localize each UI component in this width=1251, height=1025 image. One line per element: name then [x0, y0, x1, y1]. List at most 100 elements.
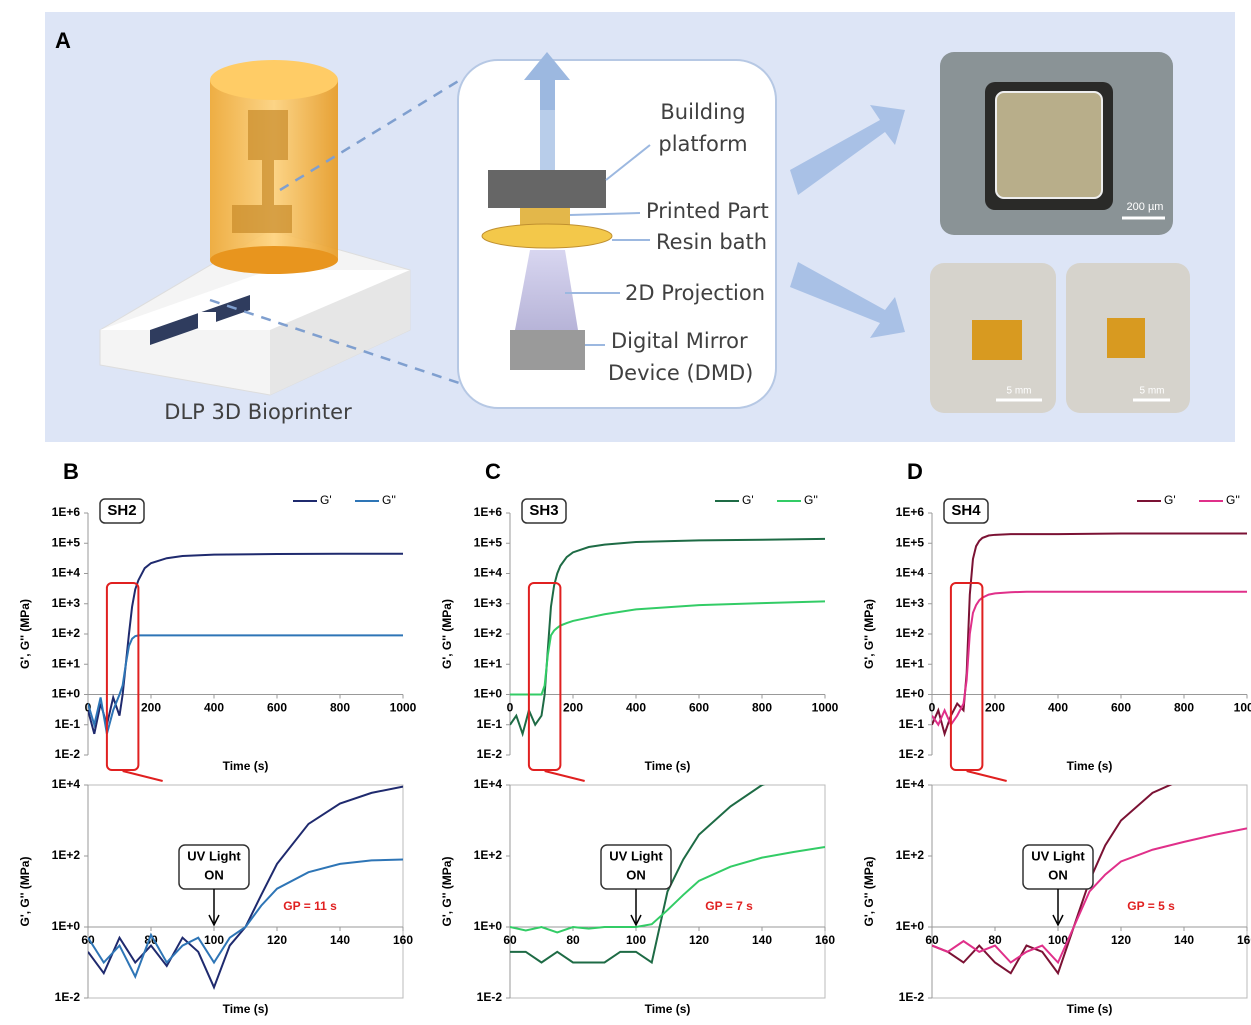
x-tick-label: 800: [752, 701, 772, 715]
scale-bar-label: 5 mm: [1140, 386, 1165, 397]
y-tick-label: 1E+3: [896, 596, 925, 610]
annotation-text: ON: [204, 867, 224, 882]
callout-part: Printed Part: [646, 199, 769, 223]
y-tick-label: 1E+2: [474, 848, 503, 862]
callout-platform: platform: [658, 132, 747, 156]
y-tick-label: 1E+1: [474, 656, 503, 670]
x-tick-label: 0: [929, 701, 936, 715]
y-tick-label: 1E-2: [55, 990, 81, 1004]
y-tick-label: 1E-1: [899, 717, 925, 731]
y-tick-label: 1E+0: [896, 687, 925, 701]
annotation-text: ON: [1048, 867, 1068, 882]
y-axis-title: G', G'' (MPa): [440, 599, 454, 669]
y-tick-label: 1E-2: [477, 747, 503, 761]
printer-label: DLP 3D Bioprinter: [164, 400, 352, 424]
y-tick-label: 1E+0: [474, 687, 503, 701]
y-tick-label: 1E+3: [52, 596, 81, 610]
x-axis-title: Time (s): [1067, 759, 1113, 773]
x-tick-label: 60: [503, 933, 517, 947]
y-tick-label: 1E+4: [896, 777, 925, 791]
y-tick-label: 1E-2: [899, 747, 925, 761]
y-tick-label: 1E+2: [52, 848, 81, 862]
y-tick-label: 1E+0: [52, 919, 81, 933]
y-axis-title: G', G'' (MPa): [18, 857, 32, 927]
y-tick-label: 1E-1: [55, 717, 81, 731]
x-tick-label: 1000: [812, 701, 839, 715]
y-tick-label: 1E+5: [896, 535, 925, 549]
y-tick-label: 1E+2: [896, 626, 925, 640]
x-tick-label: 160: [1237, 933, 1251, 947]
x-tick-label: 0: [507, 701, 514, 715]
y-tick-label: 1E+0: [52, 687, 81, 701]
panel-label: A: [55, 28, 71, 53]
x-tick-label: 160: [393, 933, 413, 947]
chart-title: SH4: [951, 502, 981, 519]
y-tick-label: 1E+5: [474, 535, 503, 549]
annotation-text: UV Light: [609, 848, 663, 863]
gp-label: GP = 11 s: [283, 899, 337, 913]
x-axis-title: Time (s): [645, 759, 691, 773]
chart-title: SH2: [107, 502, 136, 519]
series-line: [932, 534, 1247, 734]
legend-label: G'': [382, 493, 396, 507]
x-tick-label: 400: [1048, 701, 1068, 715]
x-axis-title: Time (s): [223, 759, 269, 773]
x-tick-label: 600: [689, 701, 709, 715]
x-tick-label: 200: [563, 701, 583, 715]
y-tick-label: 1E+5: [52, 535, 81, 549]
y-tick-label: 1E+1: [52, 656, 81, 670]
x-tick-label: 200: [985, 701, 1005, 715]
x-tick-label: 140: [1174, 933, 1194, 947]
callout-resin: Resin bath: [656, 230, 767, 254]
series-line: [510, 601, 825, 694]
gp-label: GP = 5 s: [1127, 899, 1175, 913]
legend-label: G': [320, 493, 332, 507]
page: {"panel_a": {"label": "A", "printer_labe…: [0, 0, 1251, 1020]
y-tick-label: 1E+6: [52, 505, 81, 519]
zoom-arrow: [545, 771, 585, 781]
y-tick-label: 1E+2: [474, 626, 503, 640]
y-tick-label: 1E-2: [477, 990, 503, 1004]
callout-dmd: Device (DMD): [608, 361, 753, 385]
x-axis-title: Time (s): [1067, 1002, 1113, 1016]
y-tick-label: 1E-2: [899, 990, 925, 1004]
x-tick-label: 60: [925, 933, 939, 947]
zoom-arrow: [967, 771, 1007, 781]
x-tick-label: 120: [267, 933, 287, 947]
y-tick-label: 1E+0: [474, 919, 503, 933]
x-tick-label: 200: [141, 701, 161, 715]
legend-label: G'': [804, 493, 818, 507]
x-tick-label: 600: [1111, 701, 1131, 715]
y-tick-label: 1E+0: [896, 919, 925, 933]
y-tick-label: 1E+4: [474, 566, 503, 580]
legend-label: G'': [1226, 493, 1240, 507]
y-tick-label: 1E+4: [52, 777, 81, 791]
zoom-box: [107, 583, 138, 770]
x-tick-label: 100: [204, 933, 224, 947]
y-tick-label: 1E+2: [896, 848, 925, 862]
y-tick-label: 1E+4: [896, 566, 925, 580]
y-axis-title: G', G'' (MPa): [862, 599, 876, 669]
y-tick-label: 1E+6: [896, 505, 925, 519]
x-tick-label: 800: [330, 701, 350, 715]
y-axis-title: G', G'' (MPa): [18, 599, 32, 669]
x-tick-label: 120: [689, 933, 709, 947]
panel-label: B: [63, 459, 79, 484]
x-tick-label: 140: [330, 933, 350, 947]
x-tick-label: 800: [1174, 701, 1194, 715]
series-line: [88, 554, 403, 734]
series-line: [932, 592, 1247, 725]
y-axis-title: G', G'' (MPa): [862, 857, 876, 927]
x-tick-label: 160: [815, 933, 835, 947]
x-tick-label: 120: [1111, 933, 1131, 947]
y-tick-label: 1E-2: [55, 747, 81, 761]
y-axis-title: G', G'' (MPa): [440, 857, 454, 927]
x-tick-label: 100: [626, 933, 646, 947]
x-tick-label: 1000: [390, 701, 417, 715]
